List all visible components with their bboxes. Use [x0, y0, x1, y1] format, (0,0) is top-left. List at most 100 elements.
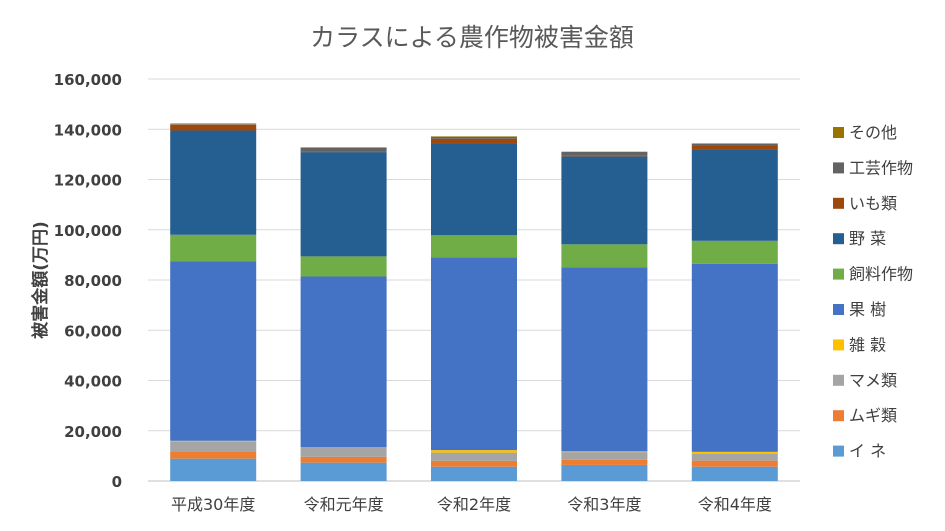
legend-item: いも類: [833, 194, 897, 213]
y-tick-label: 160,000: [54, 71, 122, 89]
bar-segment: [561, 459, 648, 465]
legend-label: イ ネ: [849, 442, 886, 461]
bar-segment: [170, 440, 257, 442]
legend-label: 果 樹: [849, 300, 886, 319]
bar-segment: [691, 240, 778, 264]
bar-stack: [561, 151, 648, 481]
x-tick-label: 令和4年度: [698, 495, 772, 514]
bar-segment: [561, 267, 648, 452]
legend-label: その他: [849, 123, 897, 142]
legend-swatch: [833, 339, 844, 351]
legend-swatch: [833, 445, 844, 457]
bar-segment: [431, 235, 517, 258]
legend-swatch: [833, 197, 844, 209]
legend-item: 工芸作物: [833, 158, 913, 177]
bar-stack: [691, 143, 778, 481]
legend-item: 雑 穀: [833, 335, 886, 354]
legend-label: いも類: [849, 194, 897, 213]
bar-segment: [691, 145, 778, 150]
bar-segment: [170, 451, 257, 459]
bar-segment: [300, 147, 387, 152]
x-tick-label: 平成30年度: [171, 495, 255, 514]
legend-swatch: [833, 374, 844, 386]
bar-stack: [431, 136, 517, 481]
legend-label: 野 菜: [849, 229, 886, 248]
bar-segment: [300, 152, 387, 257]
bar-segment: [691, 451, 778, 454]
y-tick-label: 20,000: [64, 423, 122, 441]
legend-item: 野 菜: [833, 229, 886, 248]
legend-swatch: [833, 233, 844, 245]
y-axis-label: 被害金額(万円): [30, 221, 51, 339]
y-tick-label: 100,000: [54, 222, 122, 240]
bar-segment: [300, 151, 387, 153]
bar-segment: [691, 149, 778, 241]
y-tick-label: 80,000: [64, 272, 122, 290]
bar-stack: [300, 147, 387, 481]
bar-segment: [170, 441, 257, 452]
bar-segment: [170, 130, 257, 235]
legend-swatch: [833, 410, 844, 422]
legend-item: マメ類: [833, 371, 897, 390]
legend-swatch: [833, 162, 844, 174]
y-tick-label: 140,000: [54, 121, 122, 139]
bar-segment: [431, 136, 517, 137]
x-tick-label: 令和2年度: [437, 495, 511, 514]
bar-segment: [300, 256, 387, 277]
y-tick-label: 60,000: [64, 322, 122, 340]
bar-segment: [431, 143, 517, 236]
bar-segment: [431, 452, 517, 461]
legend-item: ムギ類: [833, 406, 897, 425]
legend-label: 雑 穀: [849, 335, 886, 354]
x-tick-label: 令和元年度: [304, 495, 384, 514]
bar-segment: [561, 151, 648, 156]
bar-segment: [170, 234, 257, 262]
y-tick-label: 0: [112, 473, 122, 491]
legend-label: 飼料作物: [849, 265, 913, 284]
bar-segment: [170, 124, 257, 131]
bar-segment: [691, 453, 778, 461]
bar-segment: [300, 462, 387, 481]
bar-segment: [691, 263, 778, 452]
bar-segment: [431, 466, 517, 481]
bar-segment: [170, 458, 257, 481]
bar-segment: [300, 276, 387, 448]
legend-label: マメ類: [849, 371, 897, 390]
legend-label: 工芸作物: [849, 158, 913, 177]
bar-segment: [691, 460, 778, 467]
bar-segment: [431, 257, 517, 451]
bar-segment: [300, 447, 387, 457]
legend-item: 果 樹: [833, 300, 886, 319]
bar-segment: [561, 244, 648, 268]
bar-segment: [170, 123, 257, 125]
y-tick-label: 40,000: [64, 373, 122, 391]
x-tick-label: 令和3年度: [567, 495, 641, 514]
legend-item: 飼料作物: [833, 265, 913, 284]
bar-segment: [561, 464, 648, 481]
bar-segment: [691, 466, 778, 481]
bar-segment: [561, 155, 648, 157]
bar-segment: [691, 143, 778, 144]
legend-item: その他: [833, 123, 897, 142]
bar-segment: [170, 261, 257, 441]
y-tick-label: 120,000: [54, 172, 122, 190]
chart-title: カラスによる農作物被害金額: [310, 23, 634, 52]
bar-segment: [431, 138, 517, 144]
bar-segment: [691, 143, 778, 146]
legend-swatch: [833, 127, 844, 138]
bar-segment: [431, 136, 517, 139]
legend-swatch: [833, 304, 844, 315]
legend-item: イ ネ: [833, 442, 886, 461]
legend-swatch: [833, 268, 844, 280]
bar-segment: [431, 460, 517, 467]
bar-stack: [170, 123, 257, 481]
bar-segment: [300, 456, 387, 463]
bar-segment: [561, 452, 648, 460]
bar-segment: [170, 124, 257, 125]
bar-segment: [561, 156, 648, 245]
bar-segment: [431, 450, 517, 453]
bar-segment: [561, 451, 648, 453]
legend-label: ムギ類: [849, 406, 897, 425]
